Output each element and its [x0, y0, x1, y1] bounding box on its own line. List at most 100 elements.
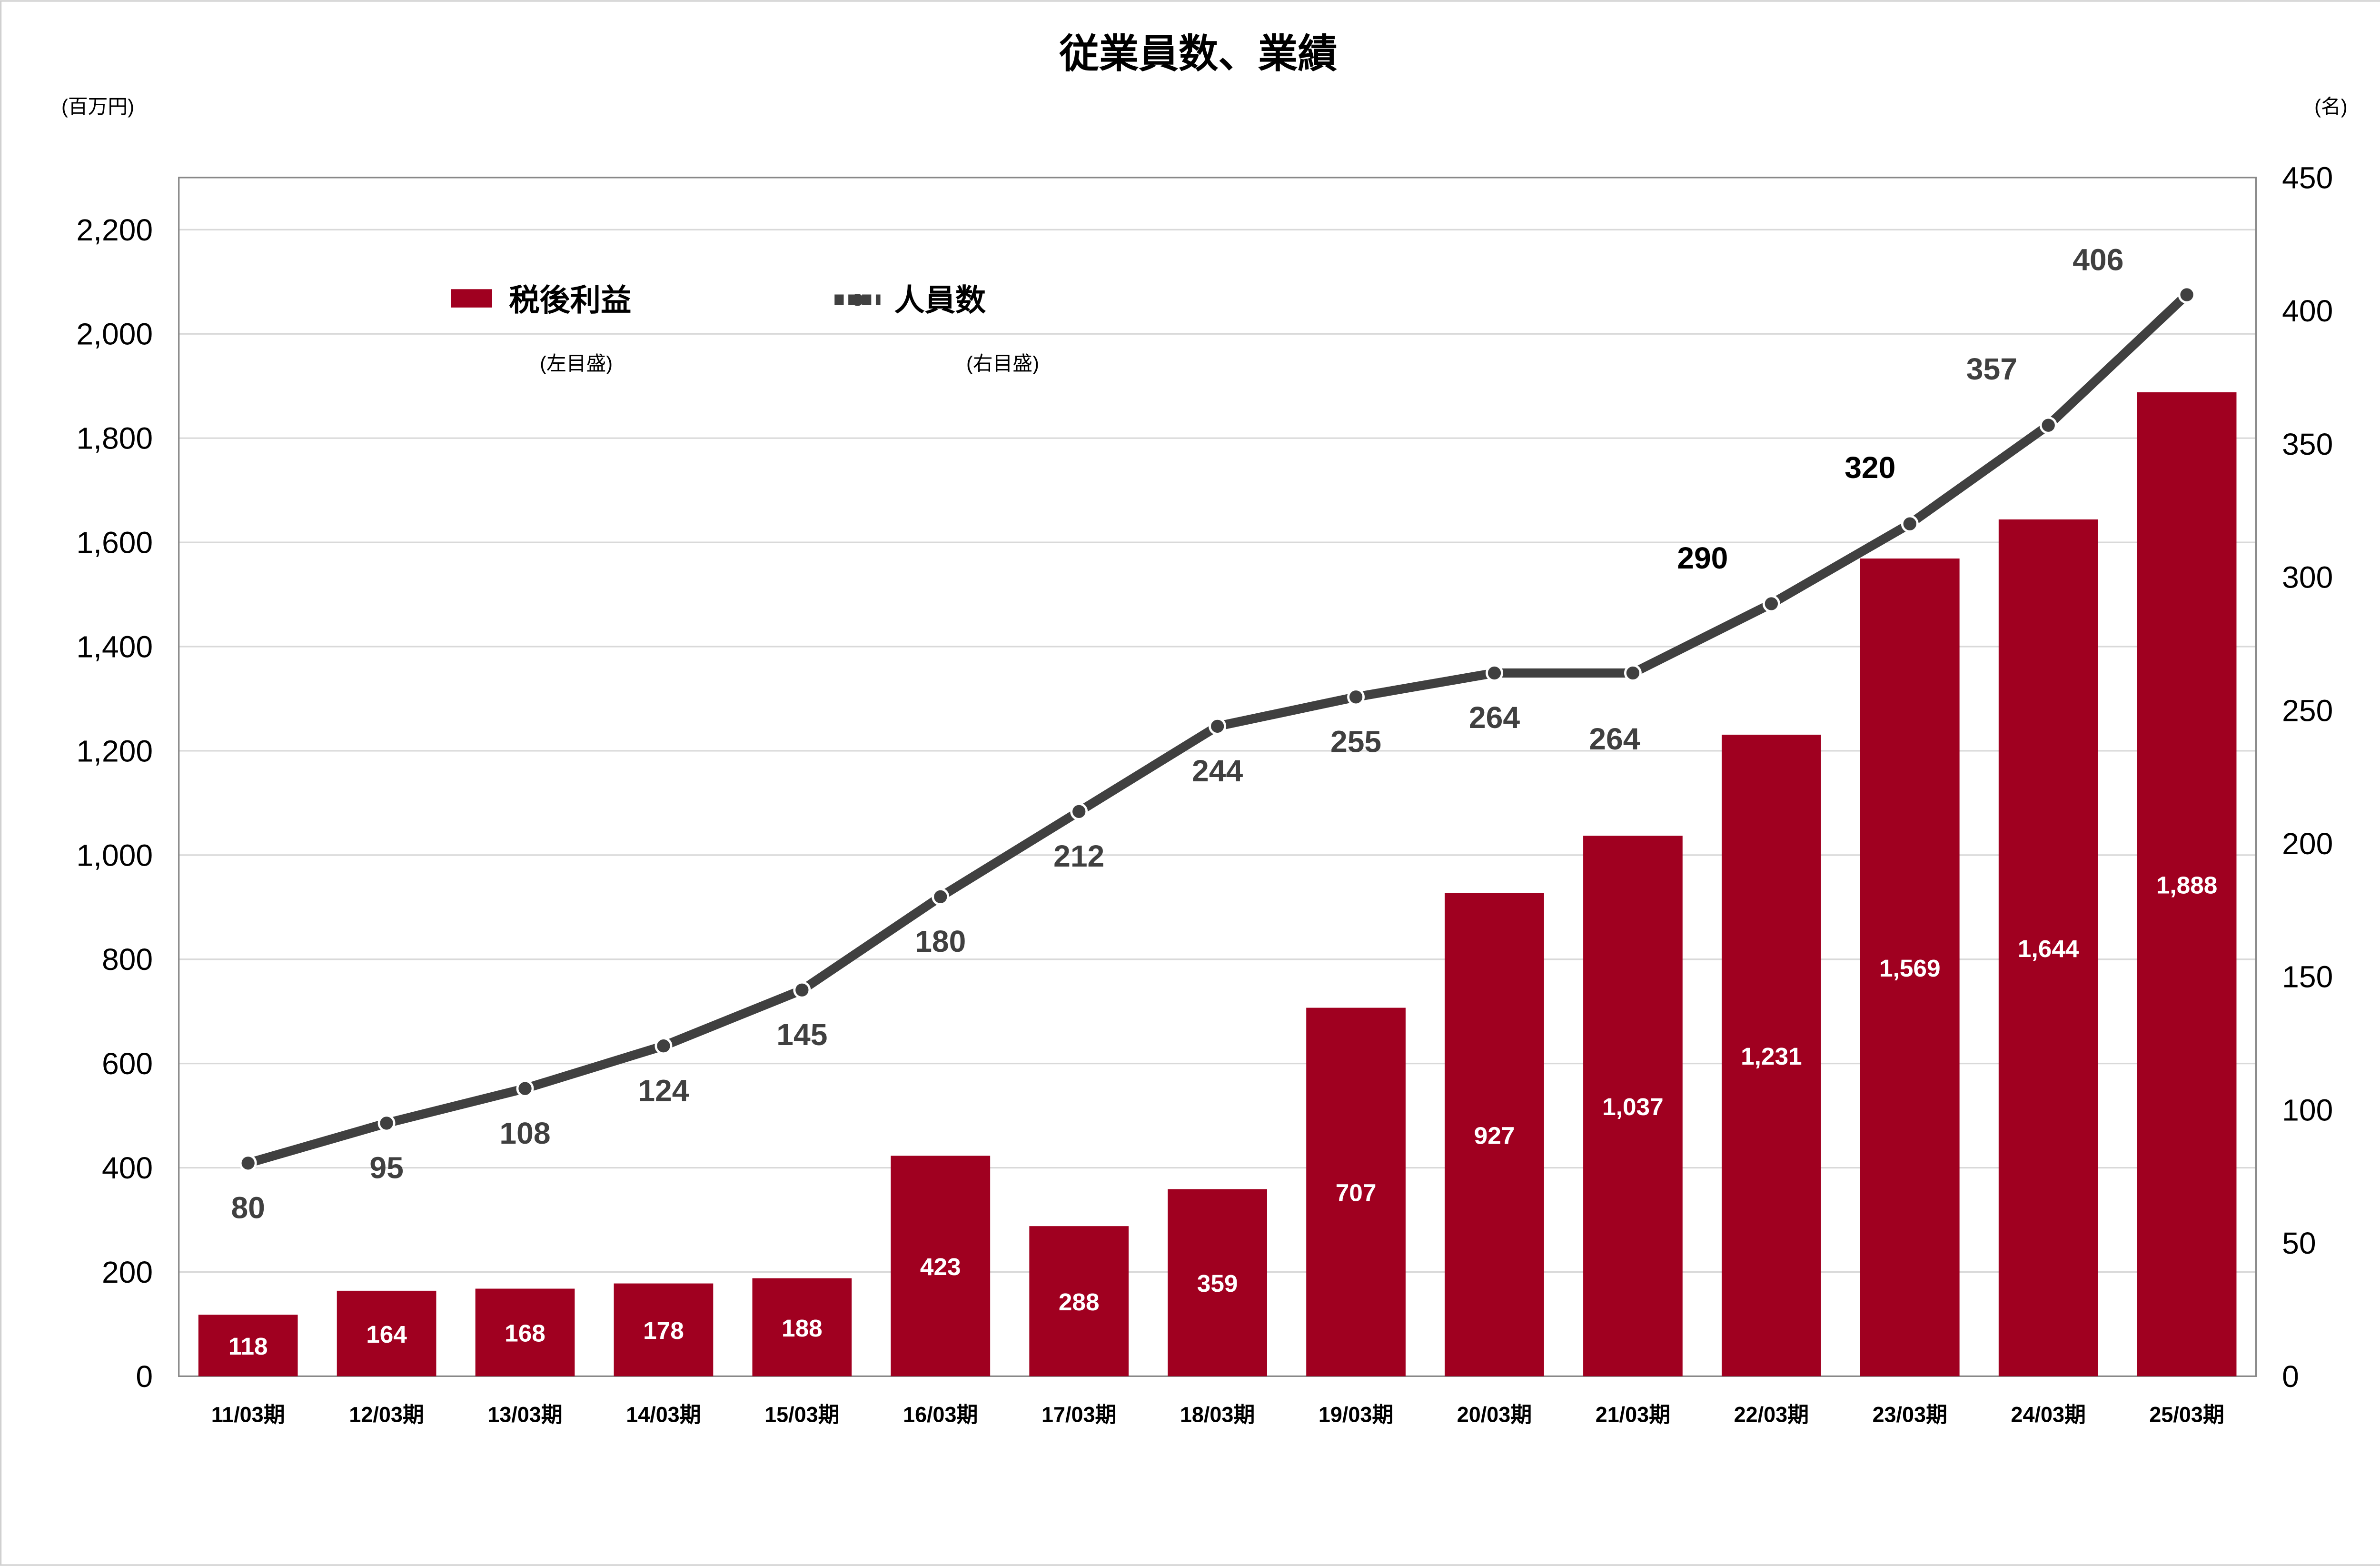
line-point	[793, 981, 811, 999]
line-data-label: 290	[1677, 541, 1728, 575]
bar-data-label: 1,037	[1602, 1093, 1664, 1120]
bar	[1445, 893, 1544, 1376]
right-axis-unit: (名)	[2314, 95, 2348, 118]
legend: 税後利益 (左目盛) 人員数 (右目盛)	[451, 283, 1039, 375]
x-tick-label: 12/03期	[349, 1403, 424, 1427]
left-tick-label: 1,800	[76, 421, 153, 456]
bar	[1860, 559, 1960, 1376]
bar	[2137, 392, 2237, 1376]
left-tick-label: 1,400	[76, 629, 153, 664]
line-point	[516, 1079, 534, 1097]
line-series: 80 95 108 124 145 180 212 244 255 264 264 290 320 357…	[231, 243, 2196, 1225]
left-tick-label: 1,000	[76, 838, 153, 872]
line-data-label: 255	[1330, 724, 1381, 758]
right-tick-label: 100	[2282, 1093, 2333, 1127]
left-tick-label: 400	[102, 1151, 153, 1185]
line-point	[1901, 515, 1919, 533]
line-point	[932, 888, 950, 906]
line-data-label: 357	[1966, 352, 2017, 386]
line-point	[2178, 286, 2196, 304]
left-tick-label: 800	[102, 942, 153, 977]
line-data-label: 212	[1053, 839, 1104, 873]
line-data-label: 264	[1469, 700, 1520, 735]
bar	[1998, 519, 2098, 1376]
right-tick-label: 0	[2282, 1359, 2299, 1394]
line-data-label: 95	[369, 1151, 403, 1185]
line-data-label: 244	[1192, 754, 1243, 788]
line-point	[1070, 802, 1088, 820]
line-point	[1209, 717, 1227, 735]
legend-bar-note: (左目盛)	[540, 352, 613, 375]
right-tick-label: 350	[2282, 427, 2333, 461]
bar-data-label: 1,231	[1741, 1042, 1802, 1070]
x-axis: 11/03期 12/03期 13/03期 14/03期 15/03期 16/03期 17/0…	[211, 1403, 2224, 1427]
right-tick-label: 150	[2282, 960, 2333, 994]
bar-series: 118 164 168 178 188 423 288 359 707 927 1,037 1,231…	[198, 392, 2237, 1376]
bar	[198, 1315, 298, 1376]
right-tick-label: 400	[2282, 294, 2333, 328]
bar	[1029, 1226, 1129, 1376]
bar	[337, 1290, 436, 1376]
line-data-label: 320	[1844, 450, 1895, 485]
left-tick-label: 2,000	[76, 317, 153, 351]
line-point	[2039, 416, 2057, 434]
bar	[475, 1288, 575, 1376]
x-tick-label: 13/03期	[487, 1403, 562, 1427]
x-tick-label: 20/03期	[1457, 1403, 1532, 1427]
chart-title: 従業員数、業績	[1059, 31, 1337, 76]
bar	[752, 1278, 852, 1376]
bar-data-label: 707	[1336, 1179, 1377, 1207]
legend-line-note: (右目盛)	[966, 352, 1039, 375]
x-tick-label: 14/03期	[626, 1403, 701, 1427]
x-tick-label: 17/03期	[1041, 1403, 1116, 1427]
bar	[1306, 1007, 1406, 1376]
right-tick-label: 200	[2282, 827, 2333, 861]
right-tick-label: 450	[2282, 160, 2333, 195]
right-tick-label: 50	[2282, 1226, 2316, 1260]
legend-line-marker	[834, 293, 881, 306]
bar-data-label: 178	[643, 1317, 684, 1344]
line-data-label: 124	[638, 1073, 689, 1107]
line-point	[1486, 664, 1503, 682]
x-tick-label: 21/03期	[1596, 1403, 1670, 1427]
x-tick-label: 25/03期	[2149, 1403, 2224, 1427]
left-tick-label: 2,200	[76, 213, 153, 247]
line-point	[1347, 688, 1365, 706]
bar	[891, 1156, 991, 1376]
left-tick-label: 1,200	[76, 734, 153, 768]
x-tick-label: 19/03期	[1319, 1403, 1393, 1427]
line-data-label: 145	[776, 1017, 827, 1052]
legend-bar-swatch	[451, 289, 492, 308]
line-point	[377, 1114, 396, 1132]
line-data-label: 406	[2073, 243, 2123, 277]
left-tick-label: 600	[102, 1047, 153, 1081]
bar-data-label: 1,569	[1879, 954, 1941, 982]
x-tick-label: 24/03期	[2011, 1403, 2085, 1427]
bar-data-label: 164	[366, 1320, 407, 1348]
line-point	[239, 1154, 257, 1172]
bar-data-label: 168	[505, 1319, 545, 1347]
line-data-label: 180	[915, 924, 966, 958]
line-point	[1624, 664, 1642, 682]
line-data-label: 80	[231, 1190, 265, 1225]
bar-data-label: 188	[782, 1314, 823, 1342]
bar	[1583, 836, 1683, 1376]
bar	[1168, 1189, 1267, 1376]
line-point	[654, 1037, 673, 1055]
x-tick-label: 23/03期	[1873, 1403, 1947, 1427]
x-tick-label: 16/03期	[903, 1403, 978, 1427]
left-tick-label: 0	[136, 1359, 153, 1394]
x-tick-label: 15/03期	[764, 1403, 839, 1427]
x-tick-label: 11/03期	[211, 1403, 285, 1427]
x-tick-label: 22/03期	[1734, 1403, 1809, 1427]
bar-data-label: 288	[1059, 1288, 1100, 1316]
bar-data-label: 118	[228, 1332, 268, 1360]
line-data-label: 264	[1589, 722, 1640, 756]
bar-data-label: 423	[920, 1253, 961, 1280]
right-tick-label: 300	[2282, 560, 2333, 595]
legend-bar-label: 税後利益	[509, 283, 631, 317]
right-tick-label: 250	[2282, 693, 2333, 728]
x-tick-label: 18/03期	[1180, 1403, 1255, 1427]
left-axis: 0 200 400 600 800 1,000 1,200 1,400 1,600 1,800 2,…	[76, 213, 153, 1394]
